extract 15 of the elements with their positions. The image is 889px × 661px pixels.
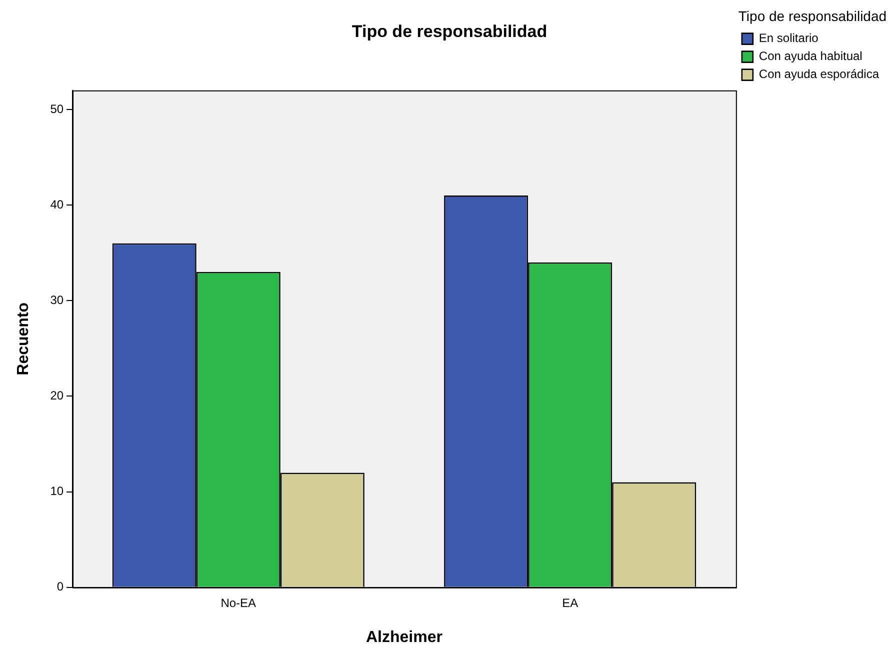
legend-label: Con ayuda habitual [758,49,862,64]
y-tick-label: 50 [50,102,64,116]
y-tick-label: 40 [50,197,64,212]
y-tick-label: 0 [56,580,64,594]
y-tick-label: 20 [50,388,64,403]
x-tick-label: EA [562,596,578,610]
chart-title: Tipo de responsabilidad [352,22,548,41]
y-tick-label: 30 [50,292,64,307]
legend-title: Tipo de responsabilidad [738,8,887,24]
x-tick-label: No-EA [220,596,256,610]
legend-label: En solitario [758,31,819,46]
y-tick-label: 10 [50,484,64,498]
y-axis-title: Recuento [15,302,32,376]
legend-label: Con ayuda esporádica [758,67,880,82]
x-axis-title: Alzheimer [366,628,442,646]
